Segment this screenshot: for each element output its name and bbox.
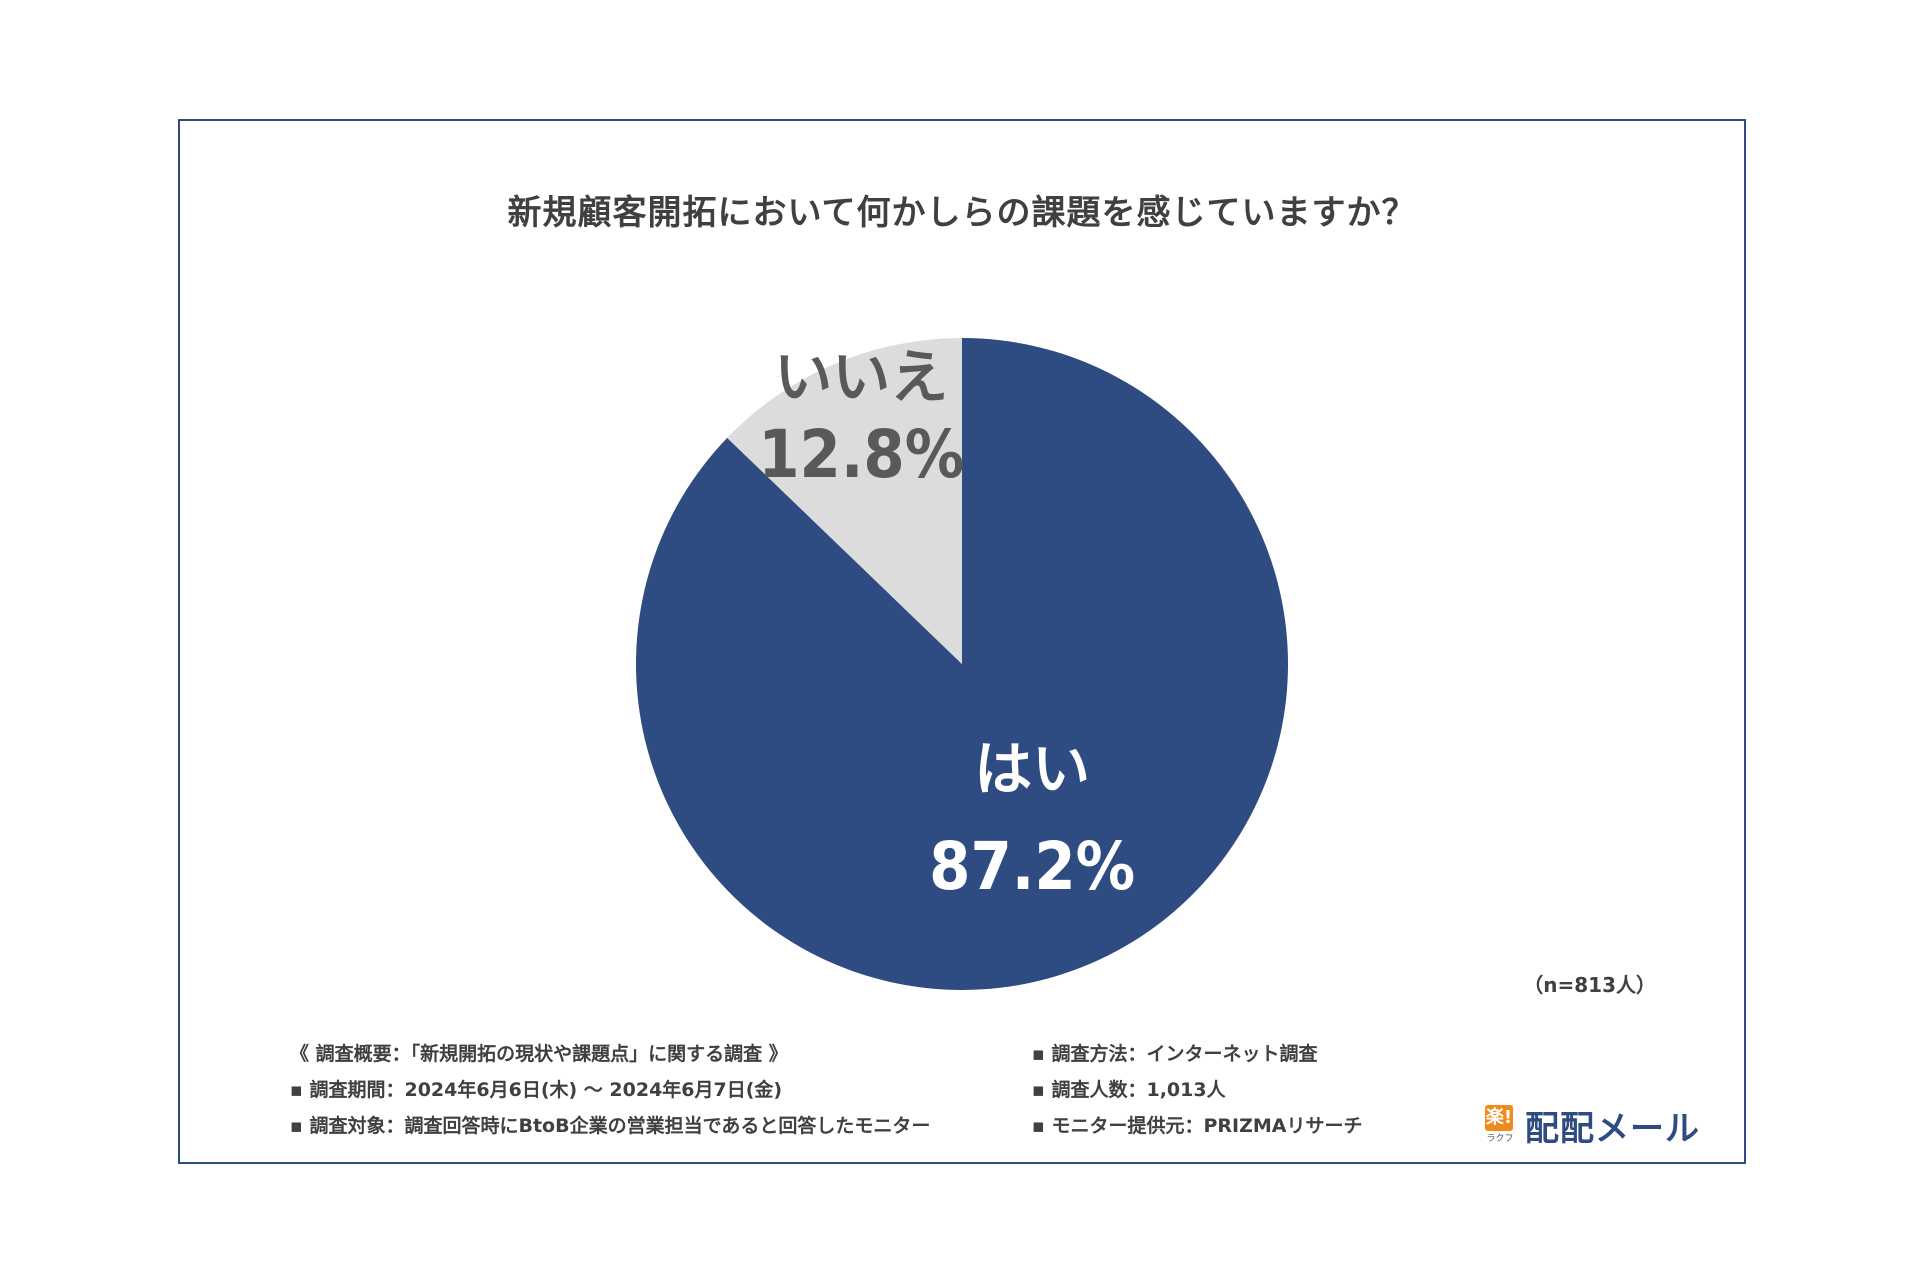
pie-slice-yes [636, 338, 1288, 990]
slice-name-label: はい [974, 735, 1090, 803]
survey-period: ▪ 調査期間：2024年6月6日(木) 〜 2024年6月7日(金) [290, 1079, 783, 1101]
monitor-provider: ▪ モニター提供元：PRIZMAリサーチ [1032, 1115, 1363, 1137]
chart-title: 新規顧客開拓において何かしらの課題を感じていますか？ [507, 193, 1417, 233]
survey-target: ▪ 調査対象：調査回答時にBtoB企業の営業担当であると回答したモニター [290, 1115, 931, 1137]
logo-mark-icon: 楽! [1485, 1105, 1513, 1131]
survey-count: ▪ 調査人数：1,013人 [1032, 1079, 1226, 1101]
survey-summary-title: 《 調査概要：「新規開拓の現状や課題点」に関する調査 》 [290, 1043, 788, 1065]
chart-frame: 新規顧客開拓において何かしらの課題を感じていますか？ はい 87.2% いいえ 12.… [178, 119, 1746, 1164]
slice-value-label: 12.8% [758, 416, 964, 493]
logo-text: 配配メール [1525, 1109, 1700, 1149]
brand-logo: 楽! ラクフ 配配メール [1485, 1101, 1715, 1149]
survey-summary: 《 調査概要：「新規開拓の現状や課題点」に関する調査 》 ▪ 調査期間：2024… [290, 1039, 1390, 1149]
survey-method: ▪ 調査方法：インターネット調査 [1032, 1043, 1318, 1065]
sample-size-note: （n=813人） [1523, 973, 1656, 997]
slice-value-label: 87.2% [929, 828, 1135, 905]
pie-slice-no [727, 338, 962, 664]
slice-name-label: いいえ [774, 343, 948, 411]
logo-sub-text: ラクフ [1486, 1134, 1514, 1144]
